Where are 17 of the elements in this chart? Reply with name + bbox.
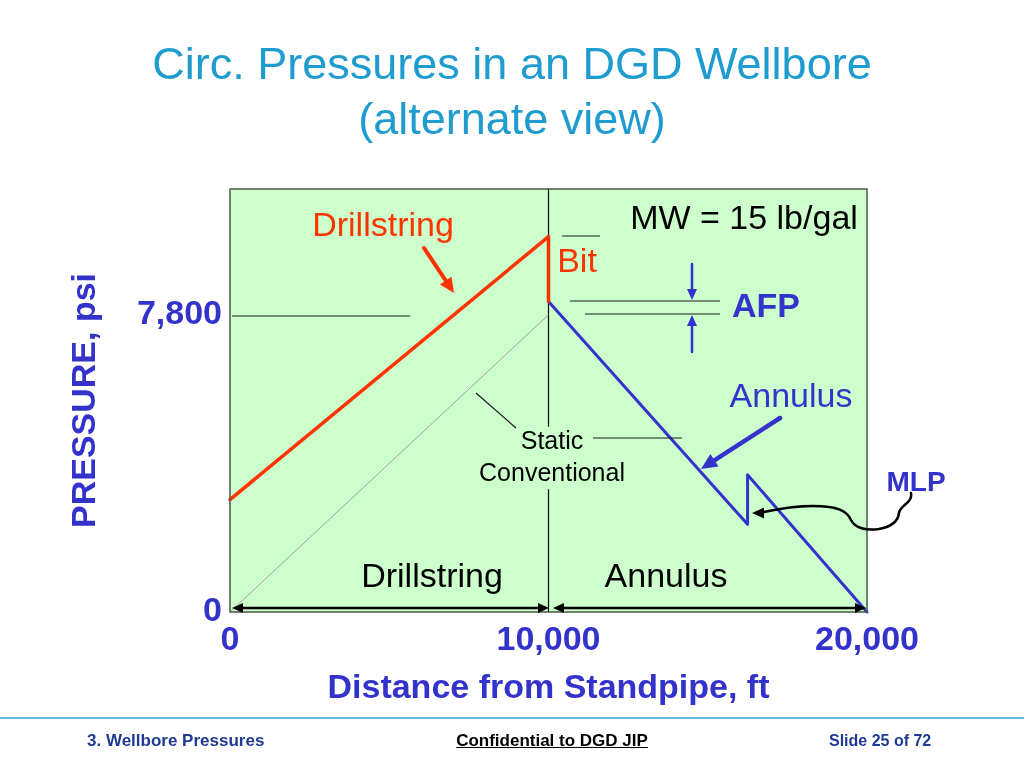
annotation: Annulus bbox=[604, 556, 728, 595]
text: Slide 25 of 72 bbox=[829, 731, 932, 751]
text: 3. Wellbore Pressures bbox=[87, 731, 265, 751]
series-label: Annulus bbox=[729, 376, 853, 415]
y-tick-label: 7,800 bbox=[136, 293, 222, 332]
y-axis-title: PRESSURE, psi bbox=[63, 272, 102, 529]
series-label: Drillstring bbox=[312, 205, 454, 244]
annotation: AFP bbox=[732, 286, 800, 325]
annotation: MW = 15 lb/gal bbox=[630, 198, 858, 237]
x-tick-label: 20,000 bbox=[815, 618, 919, 657]
text: Confidential to DGD JIP bbox=[456, 731, 648, 751]
annotation: Static Conventional bbox=[479, 426, 625, 486]
x-tick-label: 10,000 bbox=[496, 618, 601, 657]
x-axis-title: Distance from Standpipe, ft bbox=[327, 666, 770, 705]
chart-title: Circ. Pressures in an DGD Wellbore (alternate view) bbox=[151, 37, 873, 146]
annotation: Drillstring bbox=[361, 556, 503, 595]
text: MLP bbox=[886, 465, 946, 497]
